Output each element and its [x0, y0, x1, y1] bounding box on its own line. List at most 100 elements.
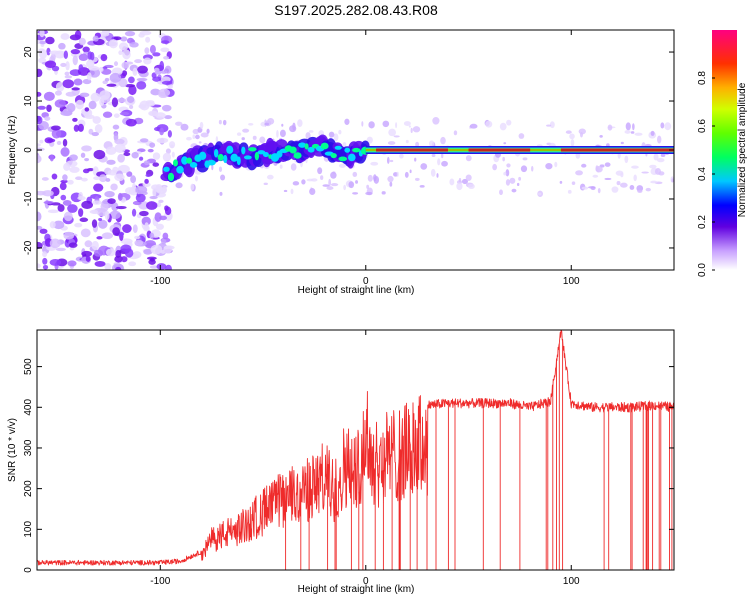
scatter-blob — [461, 178, 469, 185]
noise-blob — [101, 68, 112, 75]
scatter-blob — [431, 153, 436, 158]
scatter-blob — [264, 122, 270, 126]
trace-core — [330, 152, 337, 159]
noise-blob — [115, 266, 122, 270]
noise-blob — [90, 92, 101, 102]
spectrogram-y-axis-label: Frequency (Hz) — [7, 116, 18, 185]
scatter-blob — [578, 128, 586, 135]
noise-blob — [66, 102, 76, 113]
noise-blob — [54, 99, 66, 108]
scatter-blob — [630, 131, 635, 134]
noise-blob — [139, 138, 149, 143]
scatter-blob — [592, 174, 599, 178]
scatter-blob — [395, 122, 398, 129]
noise-blob — [161, 238, 167, 245]
scatter-blob — [656, 157, 665, 163]
trace-core — [236, 156, 241, 166]
scatter-blob — [645, 187, 651, 192]
scatter-blob — [611, 186, 619, 193]
scatter-blob — [180, 123, 189, 131]
scatter-blob — [198, 141, 202, 144]
noise-blob — [164, 205, 169, 212]
scatter-blob — [660, 122, 665, 129]
scatter-blob — [414, 177, 420, 181]
trace-core — [320, 142, 329, 150]
noise-blob — [159, 127, 164, 136]
scatter-blob — [531, 165, 534, 172]
spectrogram-y-tick-label: 0 — [23, 147, 34, 153]
scatter-blob — [565, 130, 572, 134]
noise-blob — [98, 67, 104, 72]
noise-blob — [93, 183, 104, 192]
scatter-blob — [348, 181, 355, 189]
trace-core — [352, 147, 361, 153]
trace-core — [172, 159, 179, 167]
scatter-blob — [509, 177, 516, 184]
scatter-blob — [549, 121, 555, 129]
noise-blob — [46, 104, 52, 112]
noise-blob — [98, 217, 103, 222]
scatter-blob — [632, 123, 635, 131]
noise-blob — [123, 152, 131, 157]
noise-blob — [51, 173, 58, 180]
noise-blob — [149, 232, 155, 240]
noise-blob — [160, 70, 168, 74]
noise-blob — [67, 204, 78, 213]
noise-blob — [155, 112, 166, 119]
noise-blob — [118, 78, 128, 88]
scatter-blob — [266, 174, 274, 180]
scatter-blob — [518, 133, 525, 139]
noise-blob — [65, 61, 70, 71]
noise-blob — [145, 36, 151, 43]
noise-blob — [108, 39, 118, 49]
scatter-blob — [645, 144, 652, 147]
noise-blob — [78, 37, 86, 46]
noise-blob — [158, 199, 164, 203]
noise-blob — [92, 35, 99, 42]
noise-blob — [126, 96, 135, 103]
scatter-blob — [386, 156, 390, 164]
noise-blob — [121, 61, 130, 69]
spectrogram-y-tick-label: -10 — [23, 191, 34, 206]
noise-blob — [109, 72, 122, 83]
trace-core — [248, 147, 257, 152]
noise-blob — [114, 255, 123, 263]
scatter-blob — [518, 176, 522, 181]
noise-blob — [126, 171, 133, 177]
scatter-blob — [412, 126, 421, 133]
noise-blob — [139, 210, 149, 217]
scatter-blob — [569, 133, 575, 140]
noise-blob — [49, 221, 56, 229]
noise-blob — [67, 260, 77, 267]
noise-blob — [141, 216, 151, 226]
scatter-blob — [436, 173, 439, 178]
scatter-blob — [590, 186, 596, 191]
noise-blob — [111, 202, 119, 212]
noise-blob — [129, 41, 139, 48]
scatter-blob — [305, 132, 311, 140]
noise-blob — [105, 248, 116, 257]
scatter-blob — [624, 130, 631, 134]
noise-blob — [120, 36, 128, 42]
noise-blob — [150, 244, 163, 255]
noise-blob — [105, 146, 117, 155]
scatter-blob — [252, 135, 257, 140]
noise-blob — [118, 50, 123, 56]
noise-blob — [43, 200, 54, 205]
noise-blob — [80, 228, 91, 238]
scatter-blob — [175, 182, 183, 189]
scatter-blob — [342, 141, 347, 148]
noise-blob — [138, 156, 144, 161]
scatter-blob — [279, 129, 286, 138]
noise-blob — [82, 46, 90, 53]
scatter-blob — [432, 117, 440, 125]
noise-blob — [75, 176, 83, 180]
scatter-blob — [604, 162, 611, 167]
scatter-blob — [361, 121, 364, 127]
noise-blob — [60, 147, 70, 157]
trace-core — [186, 157, 193, 164]
noise-blob — [128, 85, 137, 96]
scatter-blob — [317, 167, 323, 175]
noise-blob — [44, 116, 51, 121]
